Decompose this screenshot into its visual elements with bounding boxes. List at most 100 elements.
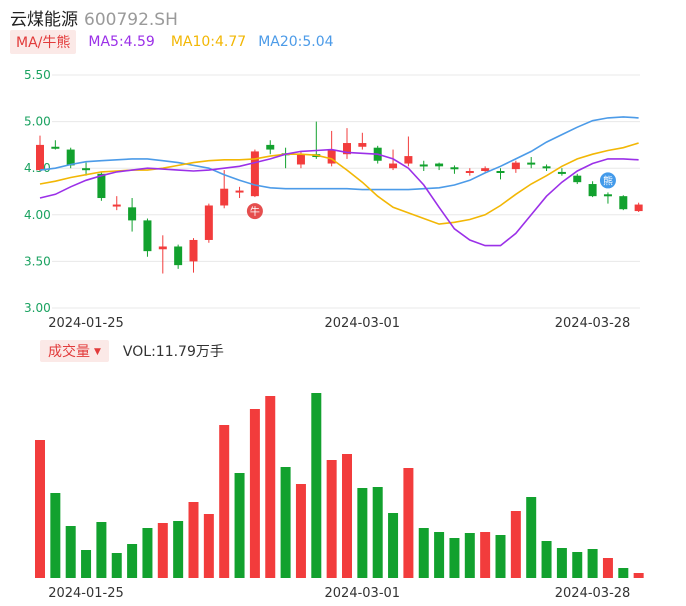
volume-date-label: 2024-03-01 [325,586,401,601]
candle-body [511,162,520,170]
candle-body [220,188,229,206]
volume-bar [480,532,491,578]
candle-body [588,184,597,197]
candle-body [527,162,536,165]
volume-bar [587,549,598,578]
dropdown-triangle-icon: ▼ [94,347,101,357]
volume-bar [326,460,337,578]
volume-bar [203,514,214,578]
volume-value: VOL:11.79万手 [122,344,224,360]
volume-bar [173,521,184,578]
volume-bar [357,488,368,578]
marker-glyph: 牛 [250,205,260,218]
ma10-label: MA10:4.77 [170,34,247,50]
candle-body [343,143,351,155]
candle-body [158,246,167,250]
price-axis-label: 4.00 [24,208,51,222]
price-axis-label: 5.50 [24,68,51,82]
volume-bar [434,532,445,578]
candle-body [465,170,474,173]
volume-bar [449,538,460,578]
volume-bar [372,487,383,578]
volume-date-label: 2024-01-25 [48,586,124,601]
price-axis-label: 3.50 [24,254,51,268]
candle-body [481,168,490,171]
volume-selector-button[interactable]: 成交量 ▼ [40,340,109,362]
candle-body [174,246,183,266]
candle-body [557,171,566,174]
volume-bar [602,558,613,578]
candle-body [82,168,91,171]
volume-legend: 成交量 ▼ VOL:11.79万手 [40,340,224,362]
candle-body [619,196,628,210]
candle-body [404,156,413,164]
candle-body [66,149,75,166]
volume-bar [111,553,122,578]
candle-body [112,204,121,207]
candle-body [296,154,305,165]
volume-bar [249,409,260,578]
volume-bar [510,511,521,578]
ma-selector-button[interactable]: MA/牛熊 [10,30,77,54]
volume-bar [157,523,168,578]
candle-body [603,194,612,197]
stock-name: 云煤能源 [10,10,78,30]
volume-bar [311,393,322,578]
ma20-label: MA20:5.04 [258,34,334,50]
candle-body [542,166,551,169]
volume-bar [265,396,276,578]
volume-bar [188,502,199,578]
ma10-line [39,142,639,225]
candle-body [573,175,582,183]
price-date-label: 2024-03-01 [325,316,401,331]
candle-body [250,151,259,197]
candle-body [327,149,336,164]
volume-bar [35,440,45,578]
volume-bar [234,473,245,578]
stock-title: 云煤能源 600792.SH [10,5,178,30]
volume-selector-label: 成交量 [48,344,90,360]
candle-body [266,144,275,150]
volume-bar [403,468,414,578]
volume-bar [618,568,629,578]
ma-legend: MA/牛熊 MA5:4.59 MA10:4.77 MA20:5.04 [10,30,334,54]
ma20-line [39,116,639,191]
candle-body [128,207,137,221]
volume-bar [388,513,399,578]
ma5-label: MA5:4.59 [88,34,155,50]
volume-bar [96,522,107,578]
volume-bar [142,528,153,578]
candle-body [36,144,44,171]
volume-bar [342,454,352,578]
volume-bar [541,541,552,578]
candle-body [389,163,398,169]
candle-body [189,239,198,262]
volume-bar [280,467,291,578]
candle-body [419,164,428,167]
volume-bar [127,544,138,578]
volume-bar [526,497,537,578]
marker-glyph: 熊 [603,174,613,187]
volume-bar [495,535,506,578]
candle-body [634,204,643,212]
candle-body [204,205,213,240]
price-axis-label: 5.00 [24,115,51,129]
stock-code: 600792.SH [84,10,178,30]
volume-bar [556,548,567,578]
volume-bar [572,552,583,578]
ma5-line [39,148,639,247]
bear-marker-icon [599,172,616,189]
candle-body [143,220,152,252]
price-axis-label: 3.00 [24,301,51,315]
volume-bar [418,528,429,578]
volume-bar [50,493,61,578]
volume-bar [65,526,76,578]
volume-bar [464,533,475,578]
candle-body [450,167,459,170]
candle-body [51,146,60,149]
bull-marker-icon [246,203,263,220]
price-date-label: 2024-01-25 [48,316,124,331]
volume-bar [633,573,644,578]
volume-bar [219,425,230,578]
